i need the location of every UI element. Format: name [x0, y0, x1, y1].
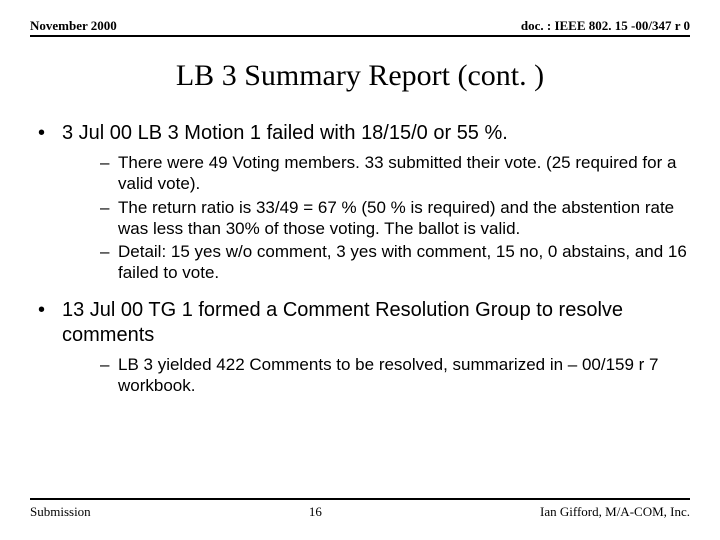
bullet-list: 3 Jul 00 LB 3 Motion 1 failed with 18/15…	[30, 121, 690, 396]
sub-bullet-item: There were 49 Voting members. 33 submitt…	[100, 152, 690, 195]
sub-bullet-item: The return ratio is 33/49 = 67 % (50 % i…	[100, 197, 690, 240]
bullet-text: 3 Jul 00 LB 3 Motion 1 failed with 18/15…	[62, 122, 508, 144]
bullet-item: 3 Jul 00 LB 3 Motion 1 failed with 18/15…	[38, 121, 690, 284]
footer-right: Ian Gifford, M/A-COM, Inc.	[540, 504, 690, 520]
sub-bullet-item: Detail: 15 yes w/o comment, 3 yes with c…	[100, 241, 690, 284]
bullet-item: 13 Jul 00 TG 1 formed a Comment Resoluti…	[38, 298, 690, 397]
header-date: November 2000	[30, 18, 117, 34]
sub-bullet-list: LB 3 yielded 422 Comments to be resolved…	[62, 354, 690, 397]
footer-left: Submission	[30, 504, 91, 520]
header-docref: doc. : IEEE 802. 15 -00/347 r 0	[521, 18, 690, 34]
sub-bullet-list: There were 49 Voting members. 33 submitt…	[62, 152, 690, 284]
bullet-text: 13 Jul 00 TG 1 formed a Comment Resoluti…	[62, 299, 623, 346]
header: November 2000 doc. : IEEE 802. 15 -00/34…	[30, 18, 690, 37]
footer-rule	[30, 498, 690, 500]
page-title: LB 3 Summary Report (cont. )	[30, 59, 690, 93]
footer: Submission 16 Ian Gifford, M/A-COM, Inc.	[30, 498, 690, 520]
sub-bullet-item: LB 3 yielded 422 Comments to be resolved…	[100, 354, 690, 397]
footer-page-number: 16	[309, 504, 322, 520]
